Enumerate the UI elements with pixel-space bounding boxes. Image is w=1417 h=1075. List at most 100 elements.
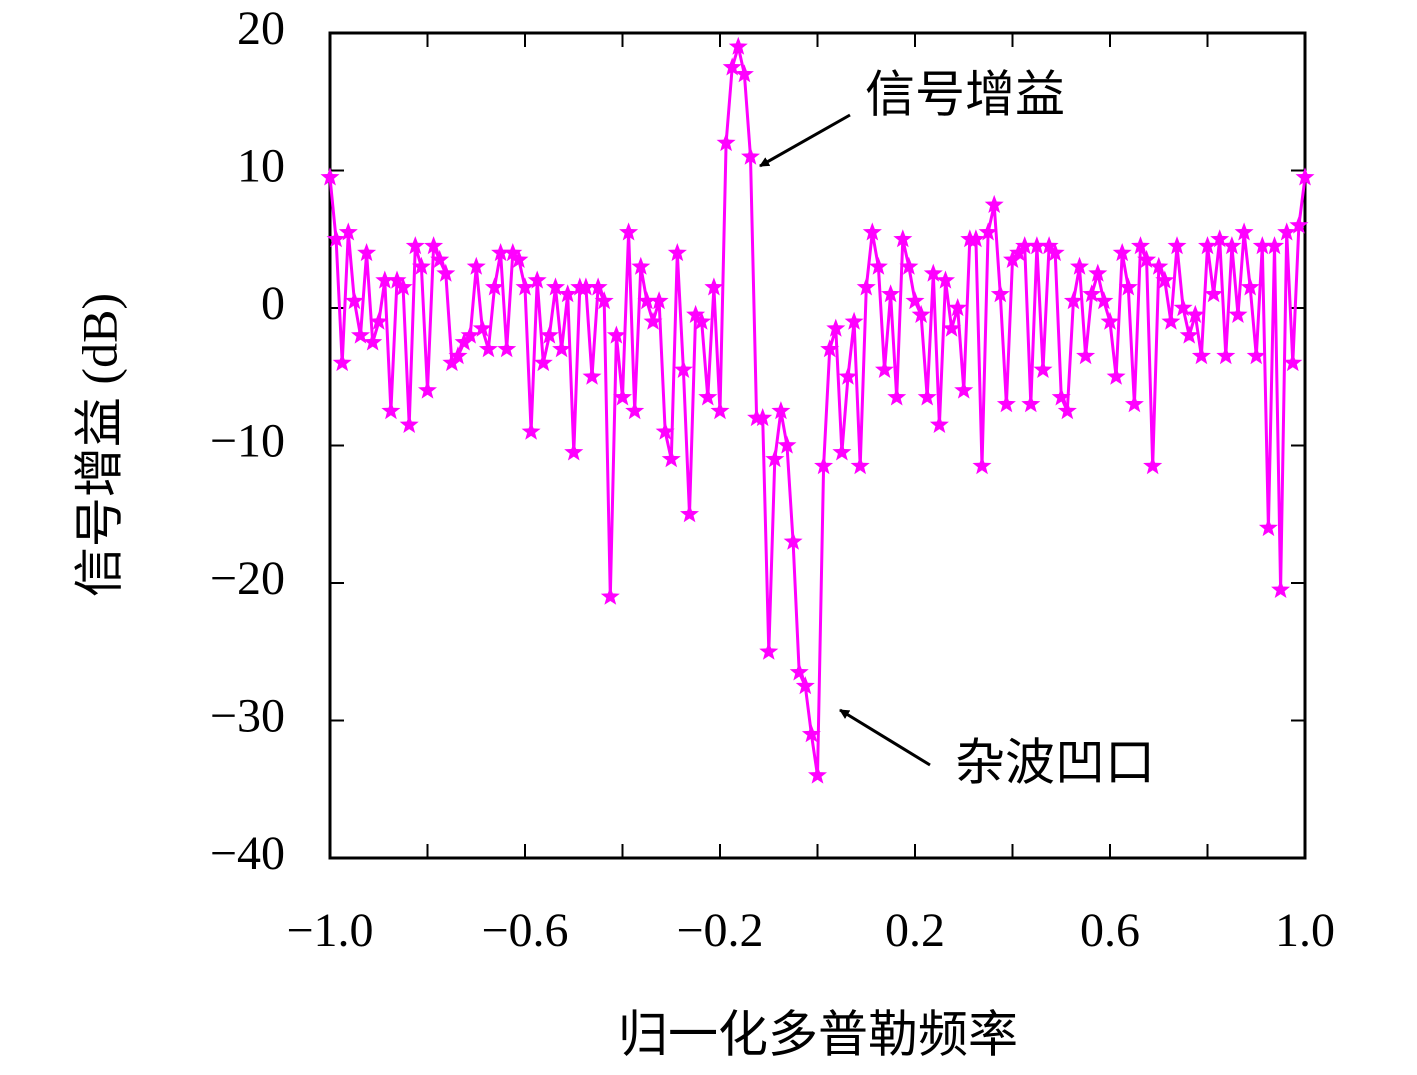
star-marker <box>1179 325 1199 344</box>
star-marker <box>692 311 712 330</box>
star-marker <box>698 387 718 406</box>
star-marker <box>1003 249 1022 268</box>
star-marker <box>1295 167 1315 186</box>
star-marker <box>1149 256 1169 275</box>
x-tick-label: 1.0 <box>1275 904 1335 957</box>
star-marker <box>1258 518 1278 537</box>
star-marker <box>795 676 815 695</box>
star-marker <box>606 325 626 344</box>
star-marker <box>1173 298 1193 317</box>
star-marker <box>1277 222 1297 241</box>
y-tick-label: −10 <box>210 415 285 468</box>
star-marker <box>801 724 821 743</box>
star-marker <box>418 380 437 399</box>
star-marker <box>649 291 669 310</box>
star-marker <box>338 222 358 241</box>
y-tick-label: 0 <box>261 277 285 330</box>
star-marker <box>393 277 413 296</box>
star-marker <box>430 249 450 268</box>
star-marker <box>911 304 931 323</box>
star-marker <box>728 36 748 55</box>
star-marker <box>771 401 791 420</box>
star-marker <box>442 353 462 372</box>
star-marker <box>1082 284 1102 303</box>
x-tick-label: −0.6 <box>481 904 568 957</box>
star-marker <box>1143 456 1163 475</box>
star-marker <box>613 387 632 406</box>
star-marker <box>1198 236 1217 255</box>
star-marker <box>509 249 529 268</box>
y-tick-label: 20 <box>237 2 285 55</box>
star-marker <box>1051 387 1071 406</box>
star-marker <box>783 531 803 550</box>
star-marker <box>576 277 596 296</box>
annotation: 杂波凹口 <box>955 734 1155 790</box>
y-tick-label: −30 <box>210 690 285 743</box>
annotation: 信号增益 <box>865 66 1065 122</box>
star-marker <box>485 277 504 296</box>
star-marker <box>808 765 827 784</box>
star-marker <box>619 222 639 241</box>
star-marker <box>491 243 511 262</box>
star-marker <box>893 229 913 248</box>
star-marker <box>1271 579 1291 598</box>
star-marker <box>1265 236 1284 255</box>
star-marker <box>588 277 608 296</box>
star-marker <box>582 366 602 385</box>
star-marker <box>460 325 480 344</box>
star-marker <box>527 270 547 289</box>
x-axis-label: 归一化多普勒频率 <box>618 1006 1018 1062</box>
star-marker <box>686 304 706 323</box>
star-marker <box>1015 236 1035 255</box>
star-marker <box>954 380 974 399</box>
star-marker <box>820 339 840 358</box>
star-marker <box>521 421 541 440</box>
star-marker <box>990 284 1010 303</box>
star-marker <box>917 387 937 406</box>
star-marker <box>1027 236 1047 255</box>
star-marker <box>497 339 517 358</box>
star-marker <box>680 504 699 523</box>
star-marker <box>1070 256 1089 275</box>
star-marker <box>1039 236 1059 255</box>
x-tick-label: 0.6 <box>1080 904 1140 957</box>
star-marker <box>363 332 383 351</box>
star-marker <box>1063 291 1083 310</box>
star-marker <box>923 263 943 282</box>
star-marker <box>838 366 858 385</box>
star-marker <box>1246 346 1266 365</box>
star-marker <box>539 325 559 344</box>
star-marker <box>1021 394 1041 413</box>
star-marker <box>722 57 742 76</box>
y-tick-label: −20 <box>210 552 285 605</box>
star-marker <box>472 318 492 337</box>
star-marker <box>710 401 730 420</box>
star-marker <box>399 414 419 433</box>
star-marker <box>899 256 919 275</box>
star-marker <box>1191 346 1211 365</box>
star-marker <box>515 277 535 296</box>
star-marker <box>448 346 468 365</box>
star-marker <box>564 442 584 461</box>
star-marker <box>844 311 864 330</box>
star-marker <box>625 401 645 420</box>
star-marker <box>478 339 498 358</box>
star-marker <box>948 298 968 317</box>
star-marker <box>1033 359 1053 378</box>
star-marker <box>1112 243 1132 262</box>
x-tick-label: −0.2 <box>676 904 763 957</box>
star-marker <box>1076 346 1096 365</box>
star-marker <box>704 277 724 296</box>
star-marker <box>984 194 1004 213</box>
star-marker <box>454 332 474 351</box>
star-marker <box>887 387 907 406</box>
star-marker <box>734 64 754 83</box>
star-marker <box>375 270 395 289</box>
star-marker <box>424 236 444 255</box>
star-marker <box>1204 284 1224 303</box>
star-marker <box>1185 304 1205 323</box>
arrow <box>839 708 931 767</box>
star-marker <box>503 243 523 262</box>
star-marker <box>1131 236 1150 255</box>
